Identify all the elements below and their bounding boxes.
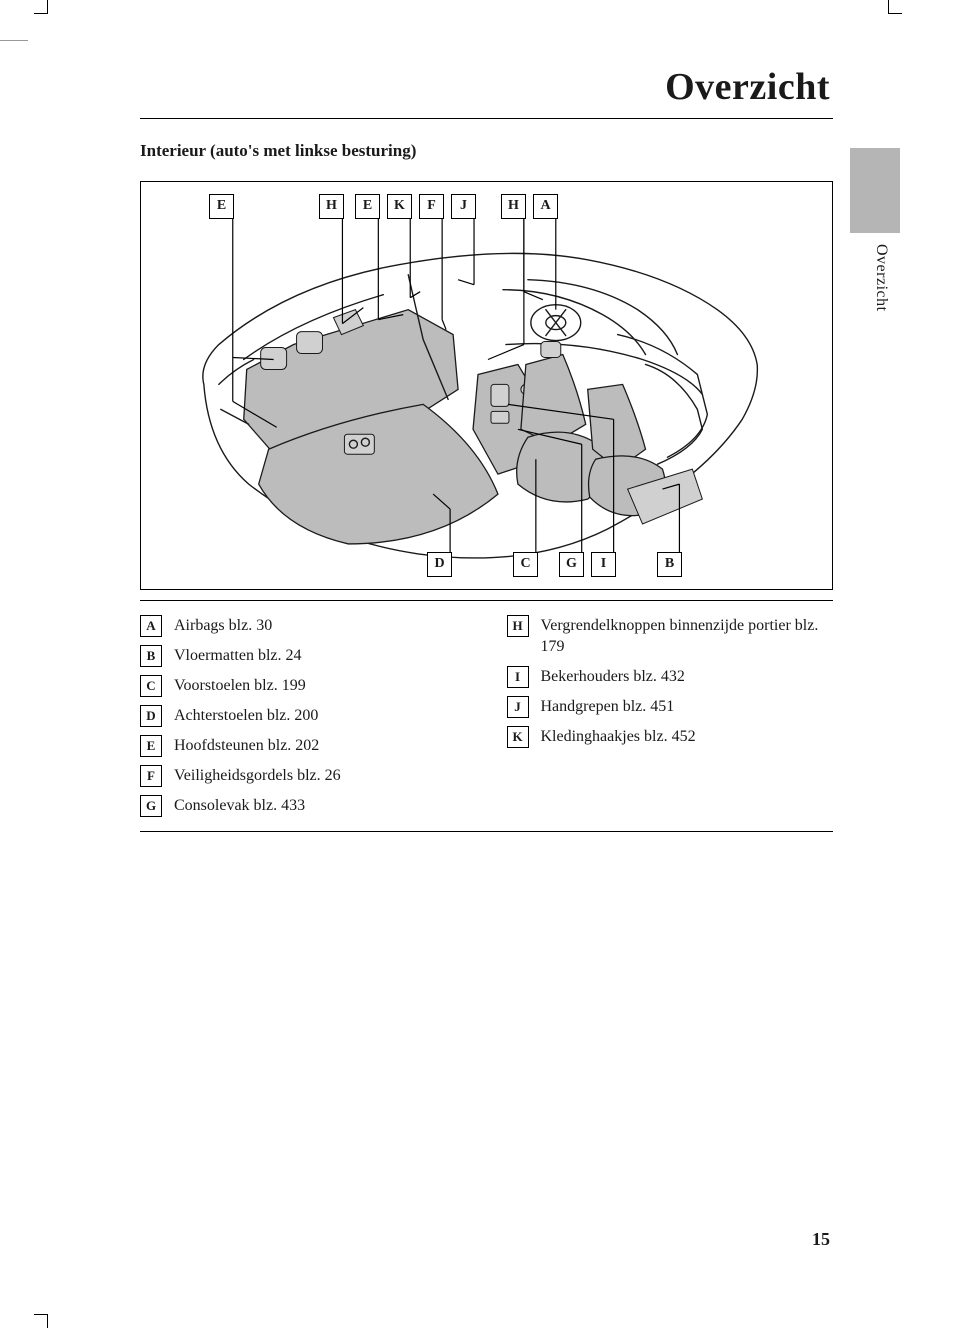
legend-box-B: B bbox=[140, 645, 162, 667]
legend-text-D: Achterstoelen blz. 200 bbox=[174, 705, 318, 727]
legend-text-G: Consolevak blz. 433 bbox=[174, 795, 305, 817]
callout-J: J bbox=[451, 194, 476, 219]
legend-box-H: H bbox=[507, 615, 529, 637]
legend-box-G: G bbox=[140, 795, 162, 817]
interior-diagram bbox=[149, 190, 824, 581]
content-area: Interieur (auto's met linkse besturing) bbox=[140, 118, 833, 832]
section-heading: Interieur (auto's met linkse besturing) bbox=[140, 141, 833, 161]
callout-E: E bbox=[209, 194, 234, 219]
legend-box-I: I bbox=[507, 666, 529, 688]
callout-C: C bbox=[513, 552, 538, 577]
page-number: 15 bbox=[812, 1229, 830, 1250]
legend-col-left: A Airbags blz. 30 B Vloermatten blz. 24 C Voo… bbox=[140, 615, 467, 825]
legend-box-C: C bbox=[140, 675, 162, 697]
callout-H: H bbox=[319, 194, 344, 219]
legend-text-H: Vergrendelknoppen binnenzijde portier bl… bbox=[541, 615, 834, 658]
callout-E: E bbox=[355, 194, 380, 219]
legend-item-E: E Hoofdsteunen blz. 202 bbox=[140, 735, 467, 757]
rule-top bbox=[140, 118, 833, 119]
legend-text-A: Airbags blz. 30 bbox=[174, 615, 272, 637]
legend-text-E: Hoofdsteunen blz. 202 bbox=[174, 735, 319, 757]
legend-item-J: J Handgrepen blz. 451 bbox=[507, 696, 834, 718]
legend-text-K: Kledinghaakjes blz. 452 bbox=[541, 726, 696, 748]
chapter-title: Overzicht bbox=[665, 65, 830, 109]
legend-col-right: H Vergrendelknoppen binnenzijde portier b… bbox=[507, 615, 834, 825]
legend-item-G: G Consolevak blz. 433 bbox=[140, 795, 467, 817]
legend-item-D: D Achterstoelen blz. 200 bbox=[140, 705, 467, 727]
legend-box-E: E bbox=[140, 735, 162, 757]
legend-box-K: K bbox=[507, 726, 529, 748]
legend-rule-bot bbox=[140, 831, 833, 832]
legend: A Airbags blz. 30 B Vloermatten blz. 24 C Voo… bbox=[140, 601, 833, 825]
crop-mark-tr bbox=[888, 0, 902, 14]
callout-B: B bbox=[657, 552, 682, 577]
crop-mark-left bbox=[0, 40, 28, 41]
side-tab-label: Overzicht bbox=[872, 244, 890, 312]
diagram-frame: EHEKFJHA DCGIB bbox=[140, 181, 833, 590]
legend-item-I: I Bekerhouders blz. 432 bbox=[507, 666, 834, 688]
legend-text-I: Bekerhouders blz. 432 bbox=[541, 666, 685, 688]
legend-text-J: Handgrepen blz. 451 bbox=[541, 696, 675, 718]
legend-item-B: B Vloermatten blz. 24 bbox=[140, 645, 467, 667]
callout-G: G bbox=[559, 552, 584, 577]
legend-box-D: D bbox=[140, 705, 162, 727]
legend-item-A: A Airbags blz. 30 bbox=[140, 615, 467, 637]
legend-item-F: F Veiligheidsgordels blz. 26 bbox=[140, 765, 467, 787]
side-tab bbox=[850, 148, 900, 233]
callout-I: I bbox=[591, 552, 616, 577]
callout-F: F bbox=[419, 194, 444, 219]
callout-K: K bbox=[387, 194, 412, 219]
legend-item-H: H Vergrendelknoppen binnenzijde portier b… bbox=[507, 615, 834, 658]
callout-A: A bbox=[533, 194, 558, 219]
legend-text-C: Voorstoelen blz. 199 bbox=[174, 675, 306, 697]
legend-item-K: K Kledinghaakjes blz. 452 bbox=[507, 726, 834, 748]
callout-H: H bbox=[501, 194, 526, 219]
legend-text-B: Vloermatten blz. 24 bbox=[174, 645, 302, 667]
legend-box-F: F bbox=[140, 765, 162, 787]
legend-text-F: Veiligheidsgordels blz. 26 bbox=[174, 765, 341, 787]
legend-box-J: J bbox=[507, 696, 529, 718]
crop-mark-tl bbox=[34, 0, 48, 14]
crop-mark-bl bbox=[34, 1314, 48, 1328]
legend-box-A: A bbox=[140, 615, 162, 637]
legend-item-C: C Voorstoelen blz. 199 bbox=[140, 675, 467, 697]
callout-D: D bbox=[427, 552, 452, 577]
